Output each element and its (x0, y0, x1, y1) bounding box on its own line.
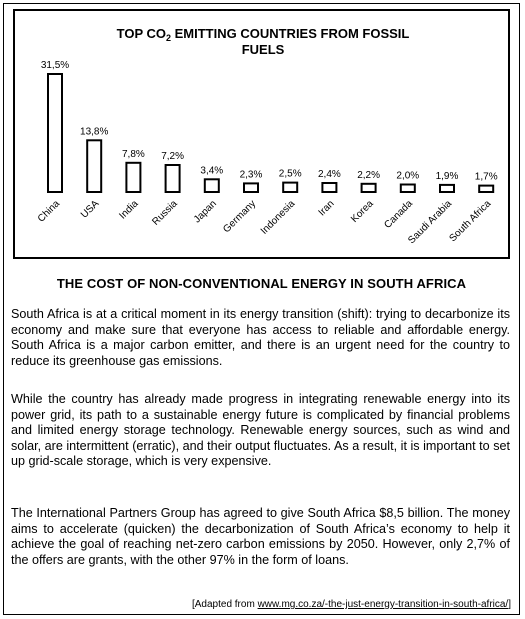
emissions-bar-chart: TOP CO2 EMITTING COUNTRIES FROM FOSSIL F… (36, 26, 498, 246)
value-label-japan: 3,4% (200, 165, 223, 176)
bar-india (125, 161, 142, 194)
source-suffix: ] (508, 599, 511, 610)
value-label-indonesia: 2,5% (279, 169, 302, 180)
category-label-japan: Japan (192, 198, 219, 225)
paragraph-3: The International Partners Group has agr… (11, 506, 510, 567)
category-label-usa: USA (79, 198, 102, 221)
category-label-china: China (36, 198, 63, 225)
article-heading: THE COST OF NON-CONVENTIONAL ENERGY IN S… (56, 276, 467, 291)
bar-canada (399, 183, 416, 193)
bar-iran (321, 182, 338, 193)
source-citation: [Adapted from www.mg.co.za/-the-just-ene… (192, 599, 511, 610)
bar-russia (164, 164, 181, 193)
paragraph-2: While the country has already made progr… (11, 392, 510, 469)
bar-japan (203, 178, 220, 194)
chart-title-line1: TOP CO2 EMITTING COUNTRIES FROM FOSSIL (117, 26, 410, 43)
bar-china (47, 73, 63, 193)
bar-south-africa (478, 184, 495, 194)
value-label-korea: 2,2% (357, 170, 380, 181)
category-label-india: India (117, 198, 140, 221)
paragraph-1: South Africa is at a critical moment in … (11, 307, 510, 368)
category-label-south-africa: South Africa (447, 198, 493, 244)
category-label-iran: Iran (317, 198, 337, 218)
value-label-china: 31,5% (41, 60, 69, 71)
value-label-iran: 2,4% (318, 169, 341, 180)
bar-usa (86, 139, 103, 194)
category-label-korea: Korea (349, 198, 376, 225)
value-label-usa: 13,8% (80, 126, 108, 137)
bar-korea (360, 182, 377, 194)
category-label-canada: Canada (382, 198, 415, 231)
value-label-germany: 2,3% (240, 169, 263, 180)
chart-title-line2: FUELS (242, 42, 285, 57)
value-label-saudi-arabia: 1,9% (436, 171, 459, 182)
category-label-germany: Germany (221, 198, 258, 235)
chart-panel: TOP CO2 EMITTING COUNTRIES FROM FOSSIL F… (13, 9, 510, 259)
value-label-south-africa: 1,7% (475, 172, 498, 183)
source-link[interactable]: www.mg.co.za/-the-just-energy-transition… (257, 599, 509, 610)
bar-indonesia (282, 181, 299, 194)
bar-saudi-arabia (439, 183, 455, 193)
value-label-russia: 7,2% (161, 151, 184, 162)
page-frame (3, 3, 520, 615)
value-label-canada: 2,0% (396, 171, 419, 182)
value-label-india: 7,8% (122, 149, 145, 160)
category-label-indonesia: Indonesia (259, 198, 298, 237)
source-prefix: [Adapted from (191, 599, 258, 610)
bar-germany (243, 182, 259, 193)
category-label-russia: Russia (150, 198, 180, 228)
